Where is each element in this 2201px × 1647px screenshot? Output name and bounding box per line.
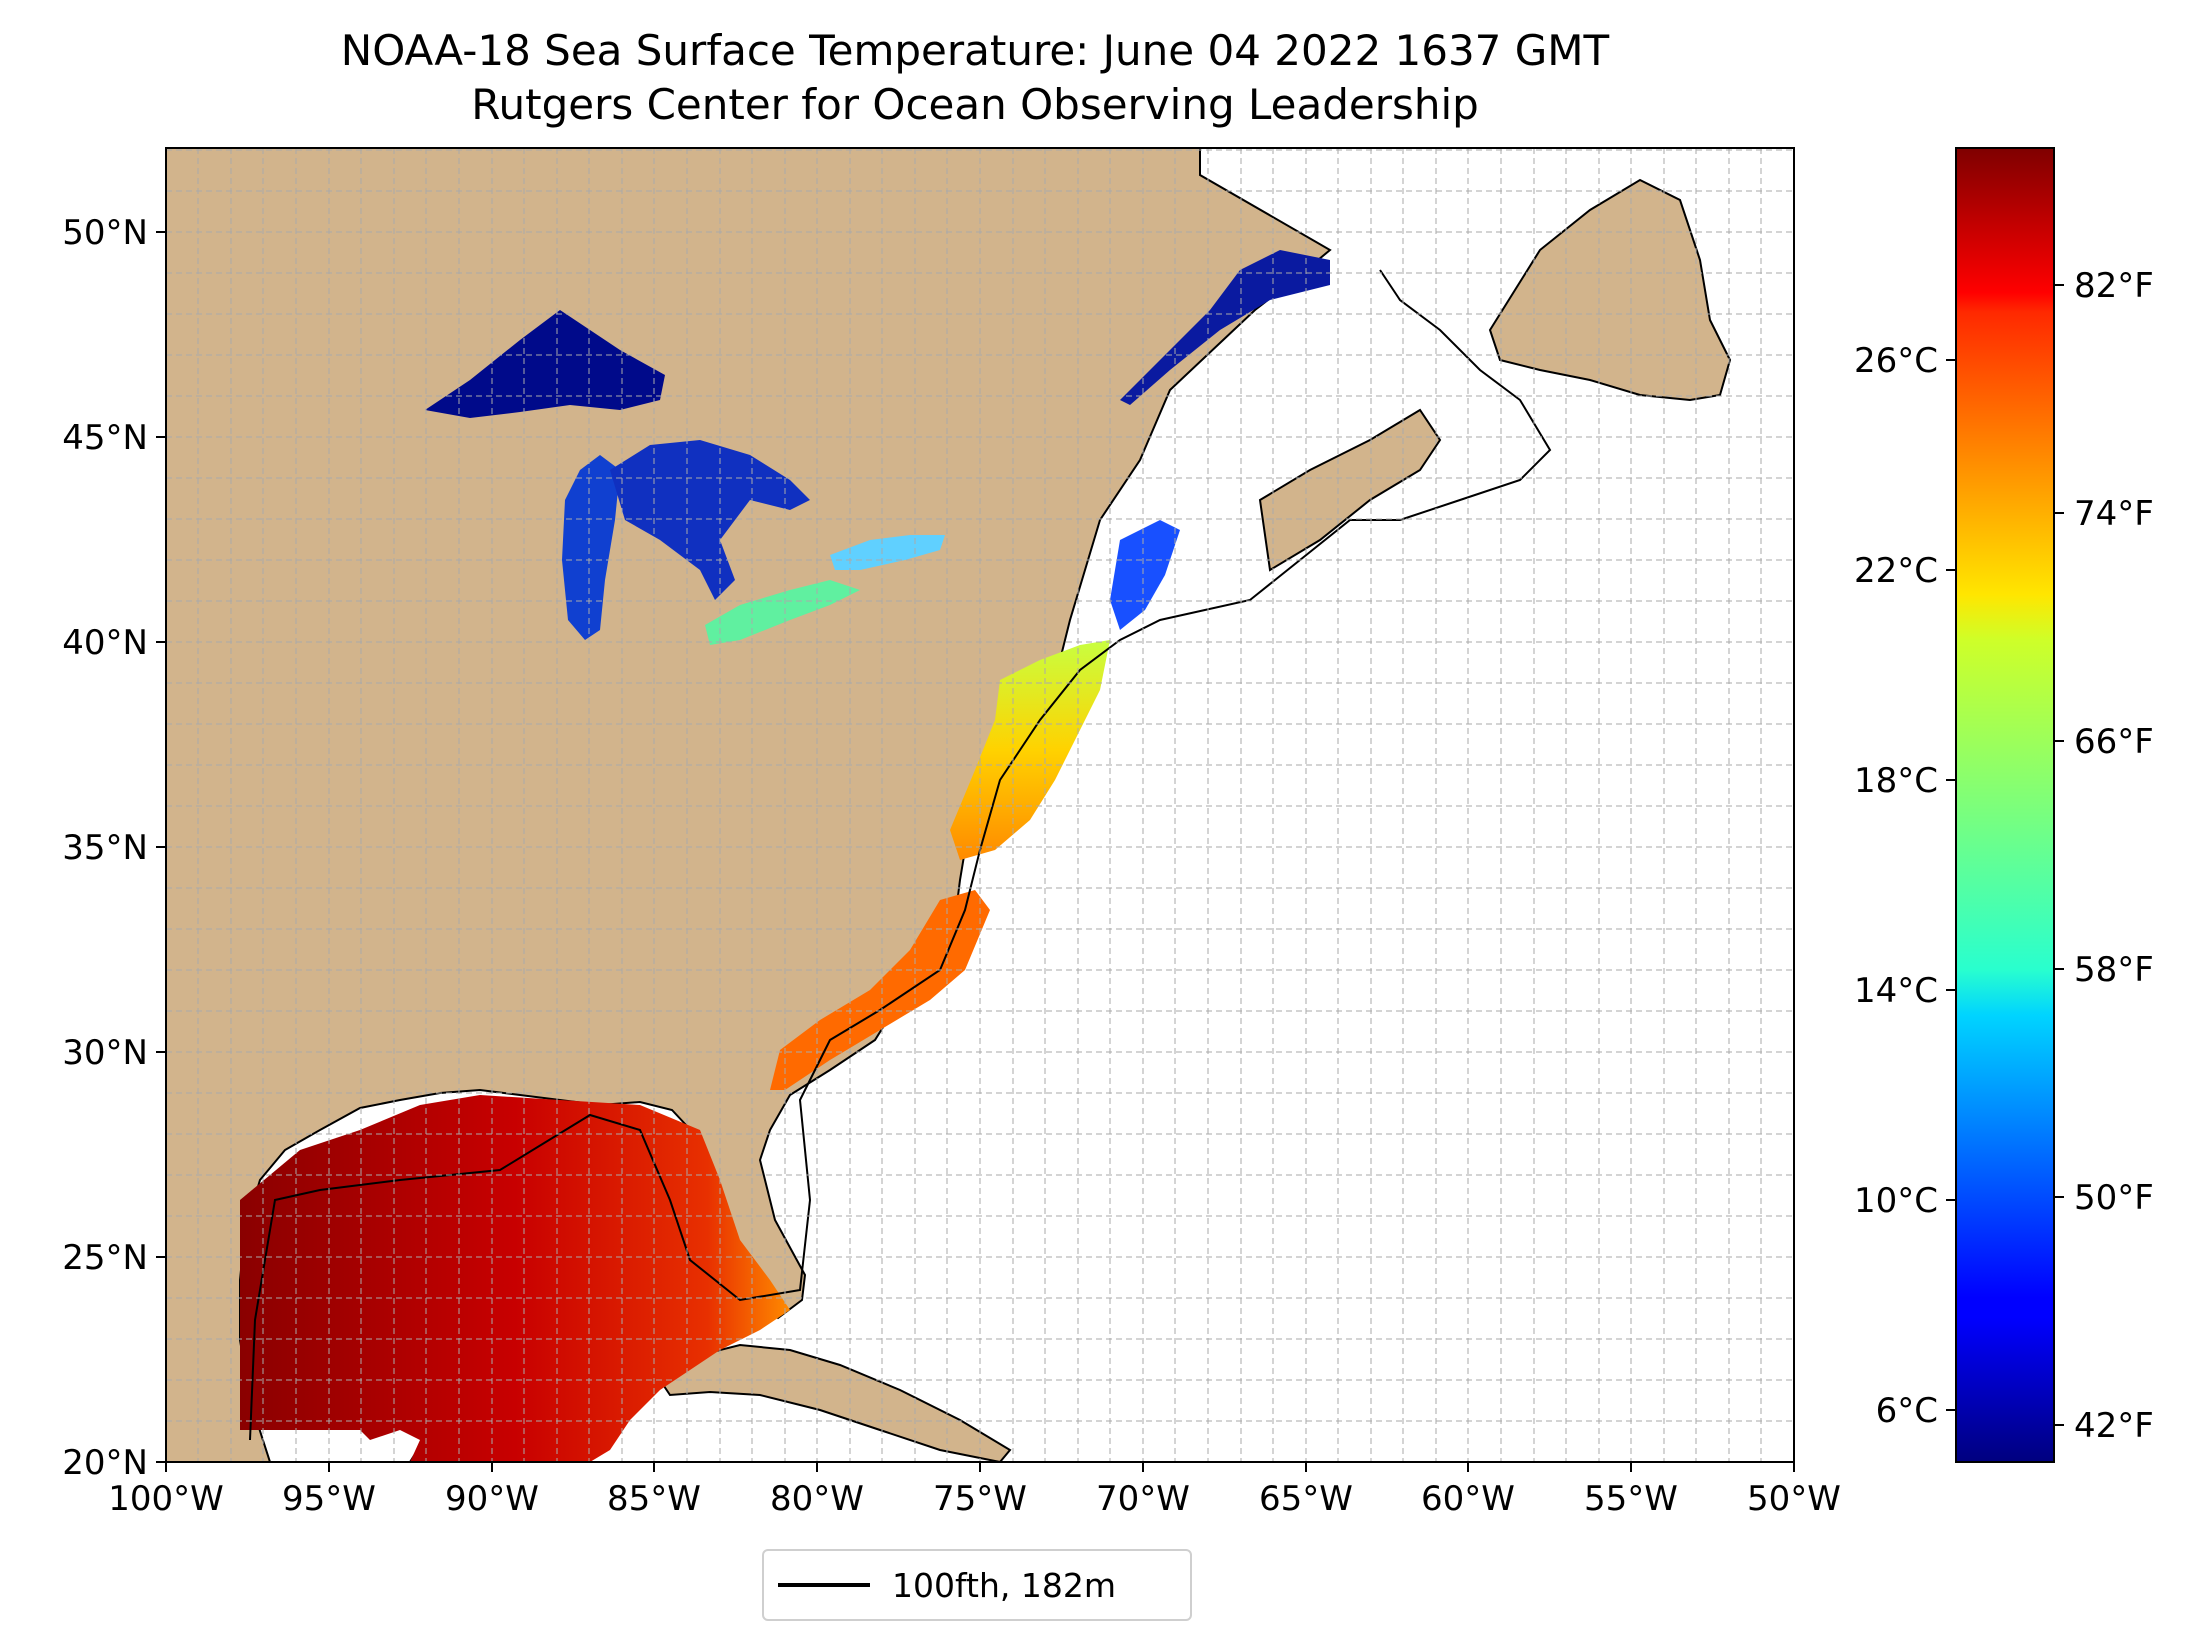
lat-tick-label: 50°N (62, 213, 148, 253)
colorbar-celsius-label: 18°C (1854, 761, 1938, 801)
lake-huron (610, 440, 810, 600)
lat-axis: 20°N 25°N 30°N 35°N 40°N 45°N 50°N (62, 213, 166, 1483)
lat-tick-label: 25°N (62, 1238, 148, 1278)
lon-tick-label: 55°W (1584, 1479, 1678, 1519)
sst-southeast-shelf (770, 890, 990, 1090)
colorbar-fahrenheit-label: 66°F (2074, 722, 2154, 762)
lon-tick-label: 95°W (282, 1479, 376, 1519)
lake-erie (705, 580, 860, 645)
isobath-legend-line (778, 1583, 870, 1587)
lon-axis: 100°W 95°W 90°W 85°W 80°W 75°W 70°W 65°W… (108, 1462, 1841, 1519)
title-line-2: Rutgers Center for Ocean Observing Leade… (471, 80, 1479, 129)
lon-tick-label: 70°W (1096, 1479, 1190, 1519)
chart-title: NOAA-18 Sea Surface Temperature: June 04… (0, 24, 1950, 132)
sst-northeast-shelf (1110, 520, 1180, 630)
lake-superior (425, 310, 665, 418)
lat-tick-label: 35°N (62, 828, 148, 868)
colorbar-gradient (1955, 147, 2055, 1463)
colorbar-fahrenheit-label: 50°F (2074, 1178, 2154, 1218)
lat-tick-label: 45°N (62, 418, 148, 458)
land-nova-scotia (1258, 408, 1442, 572)
colorbar-celsius-label: 10°C (1854, 1181, 1938, 1221)
lon-tick-label: 50°W (1747, 1479, 1841, 1519)
lon-tick-label: 100°W (108, 1479, 224, 1519)
colorbar-celsius-label: 22°C (1854, 551, 1938, 591)
colorbar-celsius-label: 26°C (1854, 341, 1938, 381)
graticule (166, 148, 1794, 1462)
colorbar-celsius-label: 14°C (1854, 971, 1938, 1011)
lon-tick-label: 65°W (1259, 1479, 1353, 1519)
colorbar-fahrenheit-label: 82°F (2074, 266, 2154, 306)
isobath-legend-label: 100fth, 182m (892, 1565, 1116, 1605)
colorbar-fahrenheit-label: 58°F (2074, 950, 2154, 990)
colorbar: 6°C 10°C 14°C 18°C 22°C 26°C 42°F 50°F 5… (1854, 147, 2154, 1463)
colorbar-fahrenheit-label: 42°F (2074, 1406, 2154, 1446)
lon-tick-label: 80°W (770, 1479, 864, 1519)
st-lawrence (1120, 250, 1330, 405)
sst-gulf-of-mexico (240, 1095, 790, 1462)
sst-mid-atlantic (950, 640, 1110, 860)
land-newfoundland (1488, 178, 1732, 402)
lat-tick-label: 40°N (62, 623, 148, 663)
lake-michigan (562, 455, 620, 640)
colorbar-celsius-label: 6°C (1876, 1391, 1938, 1431)
lat-tick-label: 30°N (62, 1033, 148, 1073)
land-cuba (658, 1343, 1012, 1462)
map-legend: 100fth, 182m (762, 1549, 1192, 1621)
land-mass (166, 148, 1332, 1462)
lon-tick-label: 75°W (933, 1479, 1027, 1519)
lake-ontario (830, 535, 945, 570)
lon-tick-label: 60°W (1421, 1479, 1515, 1519)
title-line-1: NOAA-18 Sea Surface Temperature: June 04… (340, 26, 1610, 75)
colorbar-fahrenheit-label: 74°F (2074, 494, 2154, 534)
lon-tick-label: 85°W (607, 1479, 701, 1519)
lon-tick-label: 90°W (445, 1479, 539, 1519)
lat-tick-label: 20°N (62, 1443, 148, 1483)
isobath-100fth (249, 269, 1552, 1441)
